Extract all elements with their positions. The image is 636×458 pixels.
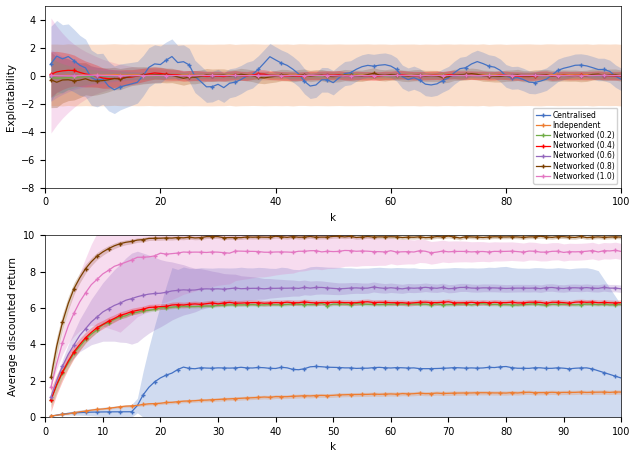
Networked (0.6) bbox=[600, 73, 608, 78]
Networked (1.0) bbox=[47, 73, 55, 78]
Networked (1.0) bbox=[583, 73, 590, 78]
Networked (0.6) bbox=[618, 73, 625, 78]
Networked (1.0) bbox=[186, 73, 193, 78]
Y-axis label: Exploitability: Exploitability bbox=[6, 63, 15, 131]
Networked (0.4) bbox=[600, 73, 608, 78]
Networked (0.8) bbox=[53, 80, 60, 85]
Networked (0.2) bbox=[53, 76, 60, 81]
Networked (0.2) bbox=[600, 73, 608, 78]
Networked (1.0) bbox=[399, 72, 406, 78]
Independent bbox=[347, 72, 354, 78]
Networked (0.8) bbox=[47, 77, 55, 82]
Legend: Centralised, Independent, Networked (0.2), Networked (0.4), Networked (0.6), Net: Centralised, Independent, Networked (0.2… bbox=[534, 108, 618, 184]
Centralised bbox=[47, 61, 55, 66]
Networked (0.2) bbox=[399, 73, 406, 78]
Networked (1.0) bbox=[618, 73, 625, 78]
X-axis label: k: k bbox=[330, 442, 336, 453]
Line: Networked (0.8): Networked (0.8) bbox=[49, 71, 623, 84]
Independent bbox=[47, 72, 55, 78]
Networked (0.2) bbox=[352, 72, 360, 78]
Centralised bbox=[111, 87, 118, 93]
Independent bbox=[583, 72, 590, 77]
Networked (0.2) bbox=[162, 73, 170, 79]
Networked (1.0) bbox=[162, 73, 170, 78]
Networked (0.6) bbox=[47, 73, 55, 78]
Networked (0.6) bbox=[393, 73, 401, 78]
Networked (0.4) bbox=[618, 73, 625, 78]
Networked (0.4) bbox=[399, 72, 406, 77]
Networked (0.8) bbox=[370, 71, 377, 76]
Networked (0.4) bbox=[105, 76, 113, 82]
Networked (0.6) bbox=[445, 73, 452, 79]
Networked (1.0) bbox=[88, 72, 95, 78]
Centralised bbox=[168, 54, 176, 59]
Networked (0.4) bbox=[47, 71, 55, 77]
Networked (0.8) bbox=[186, 74, 193, 80]
Networked (0.4) bbox=[168, 72, 176, 77]
Y-axis label: Average discounted return: Average discounted return bbox=[8, 256, 18, 396]
Networked (0.8) bbox=[583, 73, 590, 78]
Networked (0.2) bbox=[583, 73, 590, 78]
Independent bbox=[186, 72, 193, 78]
Networked (0.2) bbox=[618, 73, 625, 78]
Centralised bbox=[618, 76, 625, 82]
Networked (0.8) bbox=[618, 73, 625, 78]
Independent bbox=[393, 72, 401, 78]
Networked (0.4) bbox=[352, 73, 360, 78]
Networked (0.6) bbox=[179, 73, 187, 78]
Centralised bbox=[191, 74, 199, 79]
Independent bbox=[111, 72, 118, 77]
Networked (0.2) bbox=[186, 73, 193, 78]
Networked (0.6) bbox=[156, 73, 164, 78]
Networked (0.4) bbox=[191, 73, 199, 78]
Networked (0.6) bbox=[583, 73, 590, 78]
Networked (0.2) bbox=[347, 72, 354, 78]
Networked (0.2) bbox=[47, 75, 55, 80]
Centralised bbox=[53, 54, 60, 59]
Line: Independent: Independent bbox=[49, 73, 623, 77]
X-axis label: k: k bbox=[330, 213, 336, 223]
Centralised bbox=[600, 67, 608, 72]
Independent bbox=[618, 72, 625, 78]
Line: Networked (1.0): Networked (1.0) bbox=[49, 73, 623, 78]
Centralised bbox=[583, 63, 590, 69]
Networked (0.8) bbox=[600, 72, 608, 78]
Networked (0.6) bbox=[341, 73, 349, 78]
Line: Networked (0.4): Networked (0.4) bbox=[49, 69, 623, 81]
Centralised bbox=[399, 74, 406, 79]
Independent bbox=[600, 72, 608, 77]
Networked (0.4) bbox=[64, 68, 72, 73]
Networked (1.0) bbox=[352, 73, 360, 78]
Networked (0.8) bbox=[399, 73, 406, 78]
Line: Networked (0.2): Networked (0.2) bbox=[49, 73, 623, 80]
Networked (0.4) bbox=[583, 73, 590, 78]
Independent bbox=[162, 72, 170, 78]
Networked (1.0) bbox=[600, 72, 608, 78]
Networked (1.0) bbox=[335, 73, 343, 79]
Independent bbox=[485, 72, 492, 78]
Centralised bbox=[352, 66, 360, 72]
Line: Networked (0.6): Networked (0.6) bbox=[49, 73, 623, 78]
Networked (0.8) bbox=[162, 73, 170, 78]
Line: Centralised: Centralised bbox=[49, 55, 623, 92]
Networked (0.8) bbox=[347, 73, 354, 78]
Networked (0.6) bbox=[375, 72, 383, 78]
